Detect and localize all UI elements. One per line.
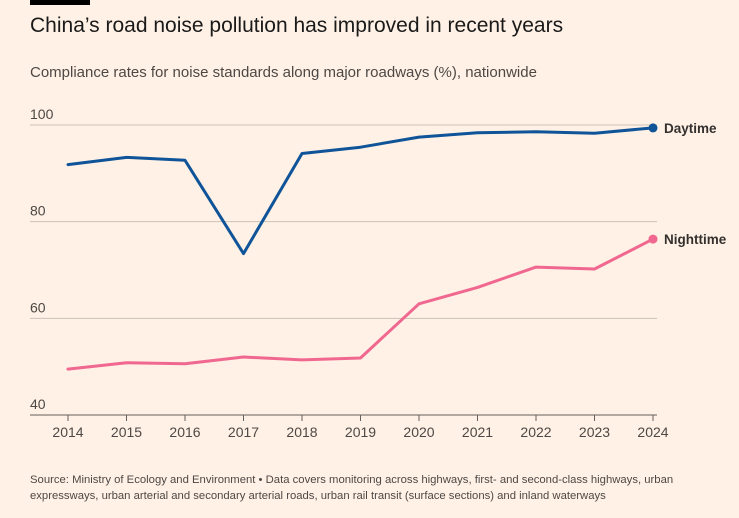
source-note: Source: Ministry of Ecology and Environm… <box>30 474 674 502</box>
daytime-label: Daytime <box>664 121 717 136</box>
y-tick-label: 100 <box>30 106 54 122</box>
daytime-end-marker <box>648 123 658 133</box>
nighttime-line <box>66 237 655 371</box>
grid-lines <box>30 124 657 416</box>
chart-title: China’s road noise pollution has improve… <box>30 14 564 37</box>
x-tick-label: 2018 <box>286 424 317 440</box>
x-tick-label: 2015 <box>111 424 142 440</box>
nighttime-label: Nighttime <box>664 232 727 247</box>
series <box>66 123 658 371</box>
daytime-line <box>66 126 655 256</box>
x-tick-label: 2017 <box>228 424 259 440</box>
axes: 40 60 80 100 2014 2015 2016 2017 2018 2019 2020 202… <box>30 106 669 440</box>
brand-bar <box>30 0 90 5</box>
y-tick-label: 40 <box>30 396 46 412</box>
x-tick-label: 2022 <box>520 424 551 440</box>
x-tick-label: 2024 <box>637 424 668 440</box>
chart-subtitle: Compliance rates for noise standards alo… <box>30 64 537 81</box>
x-tick-label: 2014 <box>52 424 83 440</box>
x-tick-label: 2020 <box>403 424 434 440</box>
nighttime-end-marker <box>648 234 658 244</box>
x-tick-label: 2016 <box>169 424 200 440</box>
x-tick-label: 2021 <box>462 424 493 440</box>
x-tick-label: 2019 <box>345 424 376 440</box>
series-labels: Daytime Nighttime <box>664 121 727 247</box>
y-tick-label: 60 <box>30 299 46 315</box>
y-tick-label: 80 <box>30 203 46 219</box>
x-tick-label: 2023 <box>579 424 610 440</box>
